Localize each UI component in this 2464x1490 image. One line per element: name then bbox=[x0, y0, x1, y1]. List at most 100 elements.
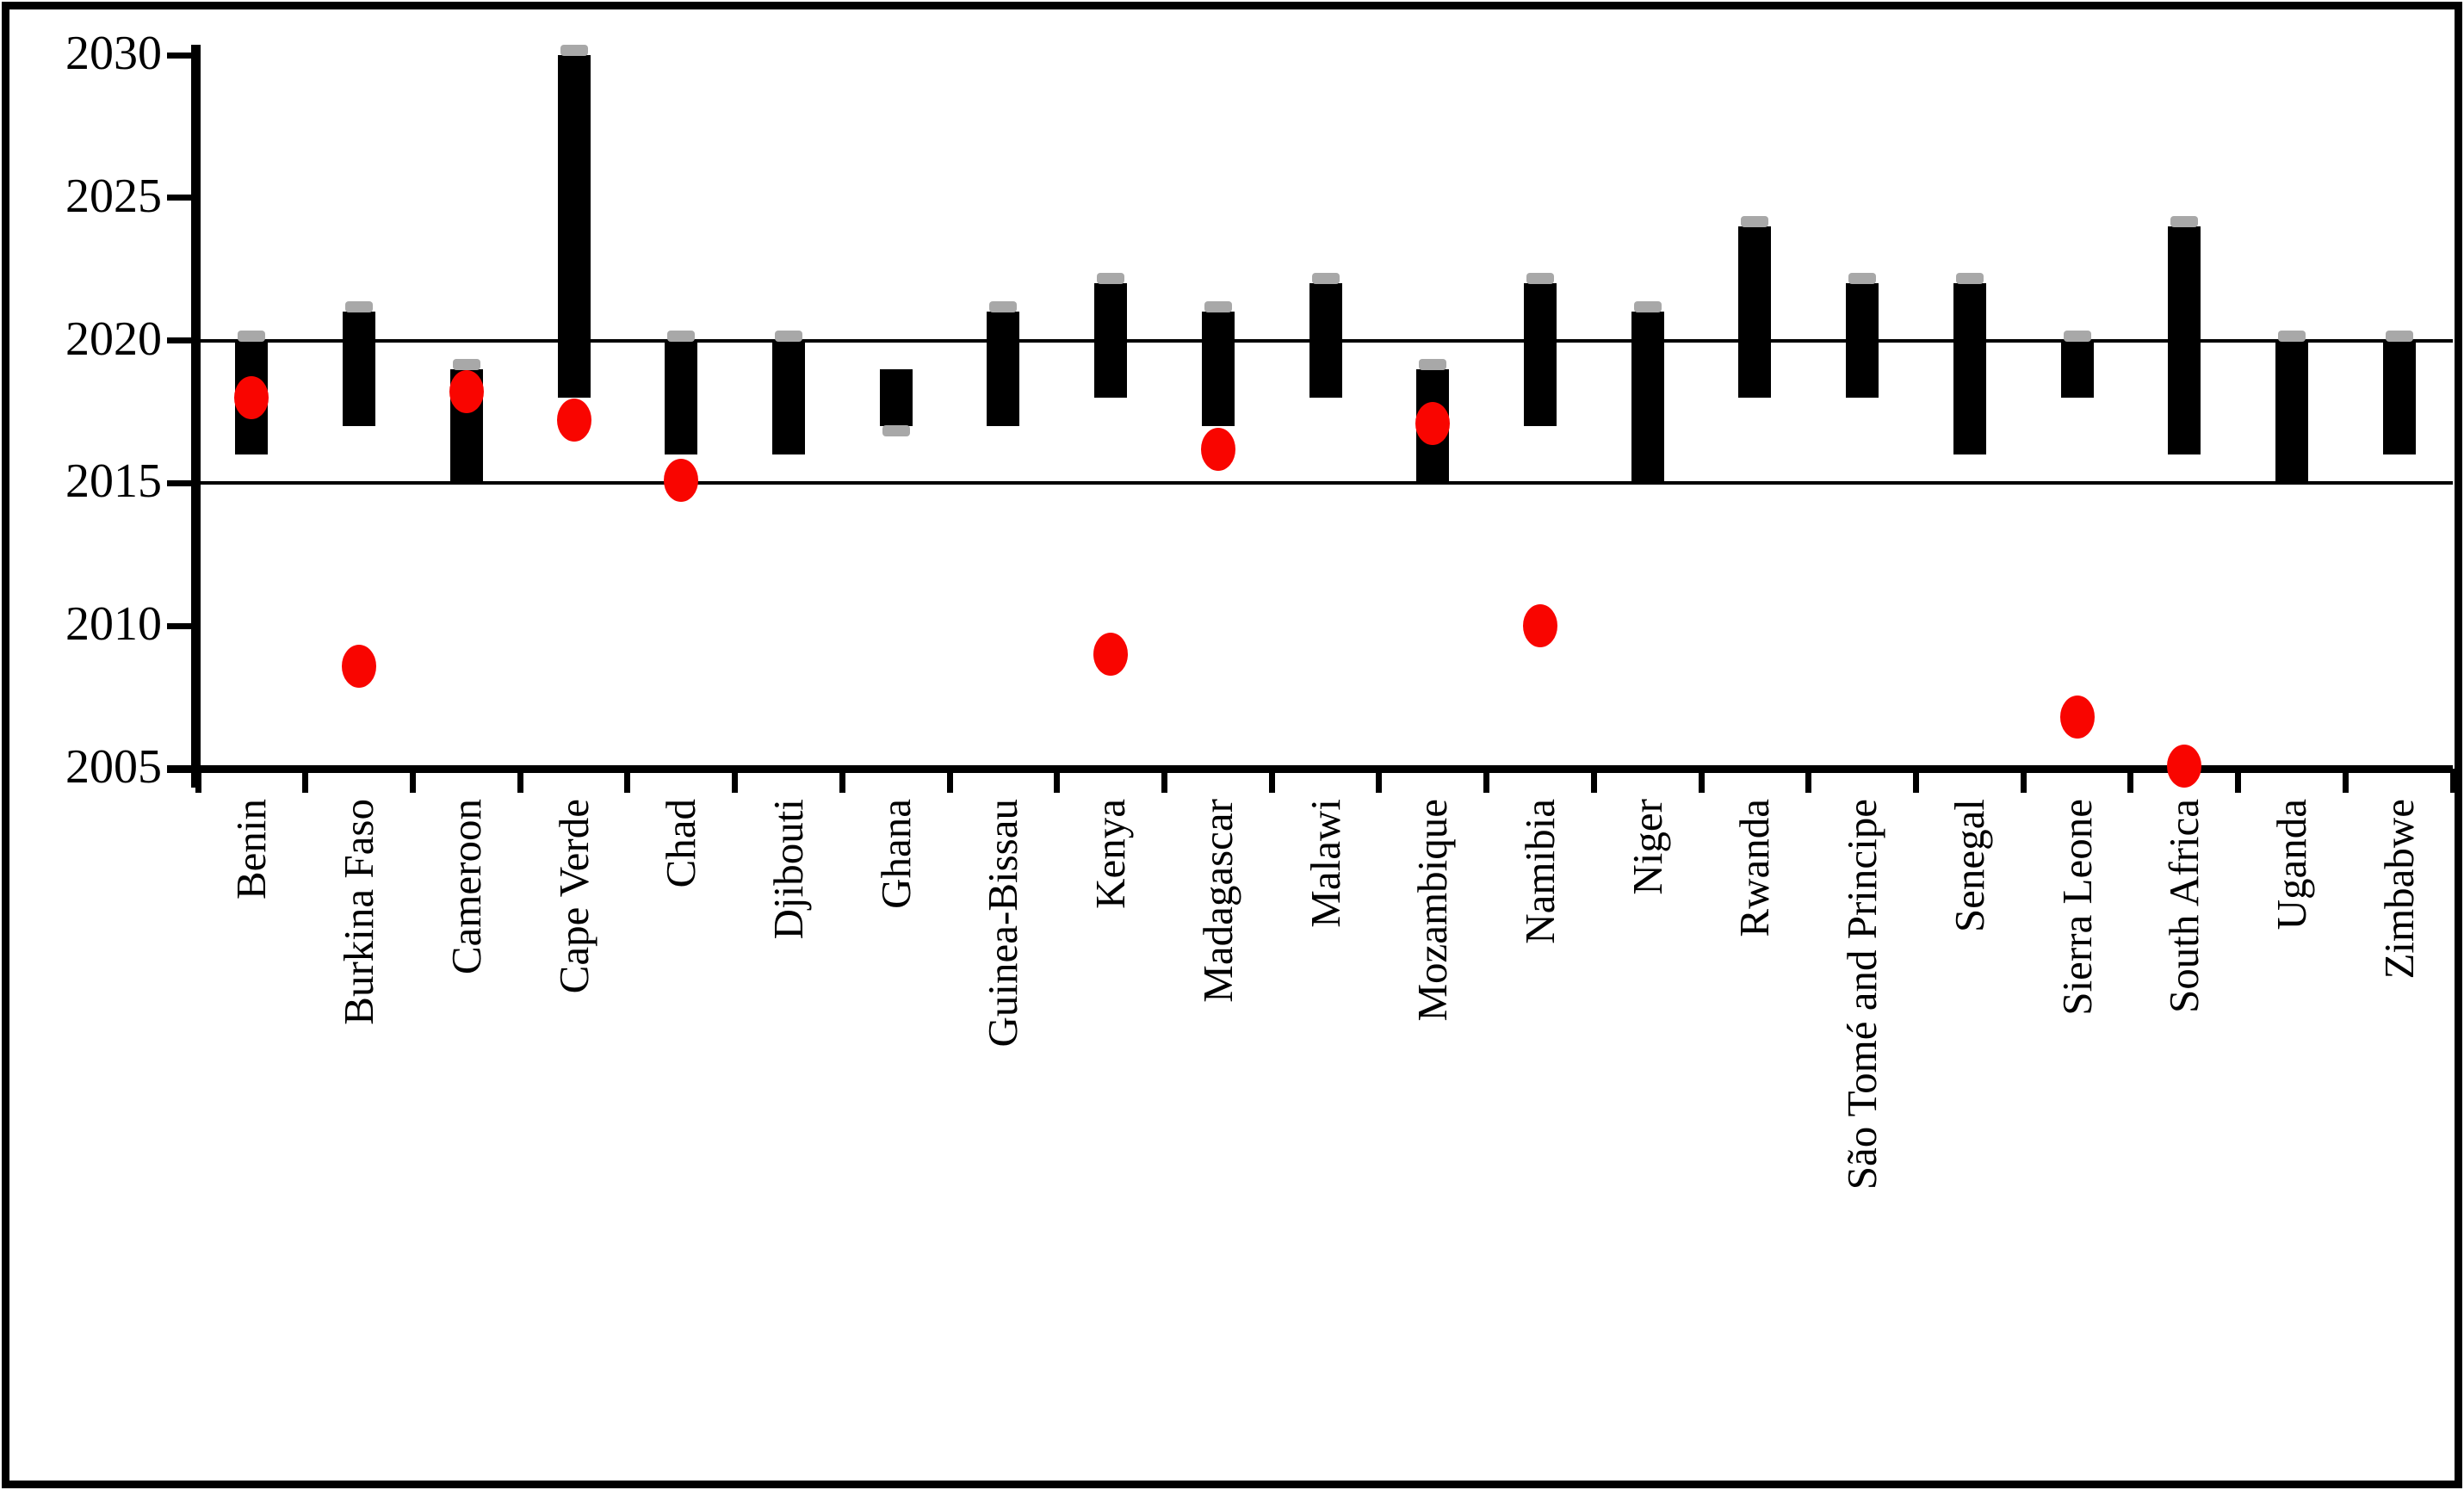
gray-cap-marker bbox=[2385, 330, 2413, 342]
x-axis-label: Niger bbox=[1623, 799, 1671, 895]
red-dot-marker bbox=[449, 370, 484, 414]
x-axis-tick bbox=[1268, 769, 1275, 793]
range-bar bbox=[1094, 283, 1128, 398]
y-axis-tick-label: 2005 bbox=[65, 740, 162, 794]
range-bar bbox=[879, 368, 913, 427]
x-axis-tick bbox=[517, 769, 523, 793]
gray-cap-marker bbox=[560, 45, 588, 56]
x-axis-tick bbox=[839, 769, 845, 793]
x-axis-label: Zimbabwe bbox=[2374, 799, 2423, 980]
x-axis-label: Malawi bbox=[1301, 799, 1349, 928]
y-axis-tick-2020 bbox=[167, 337, 201, 344]
gray-cap-marker bbox=[2170, 215, 2199, 227]
x-axis-tick bbox=[1054, 769, 1061, 793]
range-bar bbox=[557, 55, 591, 398]
x-axis-label: Madagascar bbox=[1193, 799, 1241, 1003]
red-dot-marker bbox=[234, 375, 269, 419]
range-bar bbox=[2168, 226, 2201, 455]
x-axis-label: Rwanda bbox=[1730, 799, 1779, 937]
gray-cap-marker bbox=[774, 330, 802, 342]
gray-cap-marker bbox=[452, 358, 480, 370]
range-bar bbox=[771, 340, 805, 455]
x-axis-label: Djibouti bbox=[764, 799, 812, 940]
x-axis-tick bbox=[302, 769, 309, 793]
gray-cap-marker bbox=[1097, 273, 1125, 285]
x-axis-tick bbox=[1483, 769, 1490, 793]
y-axis-tick-label: 2015 bbox=[65, 454, 162, 509]
red-dot-marker bbox=[1200, 427, 1235, 471]
x-axis-line bbox=[167, 765, 2453, 773]
y-axis-line bbox=[191, 45, 201, 788]
x-axis-label: Ghana bbox=[871, 799, 919, 909]
x-axis-tick bbox=[2449, 769, 2456, 793]
gray-cap-marker bbox=[2277, 330, 2306, 342]
gray-cap-marker bbox=[882, 425, 910, 437]
x-axis-label: Kenya bbox=[1087, 799, 1135, 909]
x-axis-tick bbox=[624, 769, 631, 793]
range-bar bbox=[1523, 283, 1557, 427]
gray-cap-marker bbox=[1848, 273, 1877, 285]
x-axis-tick bbox=[195, 769, 201, 793]
range-bar bbox=[1201, 312, 1235, 427]
x-axis-label: Cameroon bbox=[442, 799, 490, 975]
gray-cap-marker bbox=[1311, 273, 1340, 285]
x-axis-tick bbox=[1376, 769, 1383, 793]
x-axis-label: São Tomé and Principe bbox=[1838, 799, 1886, 1190]
range-bar bbox=[1309, 283, 1342, 398]
x-axis-label: Benin bbox=[227, 799, 275, 900]
red-dot-marker bbox=[1093, 633, 1129, 677]
range-bar bbox=[665, 340, 698, 455]
x-axis-label: Cape Verde bbox=[549, 799, 597, 994]
x-axis-tick bbox=[2342, 769, 2349, 793]
red-dot-marker bbox=[664, 459, 699, 503]
range-bar bbox=[1846, 283, 1879, 398]
x-axis-label: Namibia bbox=[1515, 799, 1563, 944]
gray-cap-marker bbox=[989, 301, 1018, 313]
x-axis-tick bbox=[409, 769, 416, 793]
range-bar bbox=[987, 312, 1020, 427]
y-axis-tick-2015 bbox=[167, 479, 201, 486]
red-dot-marker bbox=[2167, 744, 2202, 788]
y-axis-tick-2025 bbox=[167, 195, 201, 201]
x-axis-tick bbox=[1161, 769, 1167, 793]
x-axis-label: South Africa bbox=[2160, 799, 2208, 1014]
y-axis-tick-label: 2025 bbox=[65, 169, 162, 223]
range-bar bbox=[1738, 226, 1772, 398]
gray-cap-marker bbox=[1633, 301, 1662, 313]
x-axis-label: Uganda bbox=[2267, 799, 2315, 930]
x-axis-label: Senegal bbox=[1945, 799, 1993, 933]
gray-cap-marker bbox=[1741, 215, 1769, 227]
x-axis-label: Chad bbox=[657, 799, 705, 888]
gray-cap-marker bbox=[1419, 358, 1447, 370]
x-axis-tick bbox=[1912, 769, 1919, 793]
x-axis-label: Guinea-Bissau bbox=[979, 799, 1027, 1048]
x-axis-tick bbox=[2127, 769, 2134, 793]
x-axis-tick bbox=[2235, 769, 2242, 793]
red-dot-marker bbox=[556, 399, 591, 442]
y-axis-tick-2030 bbox=[167, 52, 201, 59]
range-bar bbox=[1631, 312, 1664, 484]
x-axis-tick bbox=[732, 769, 739, 793]
x-axis-label: Mozambique bbox=[1408, 799, 1457, 1022]
x-axis-tick bbox=[1590, 769, 1597, 793]
gray-cap-marker bbox=[1204, 301, 1232, 313]
x-axis-tick bbox=[2020, 769, 2027, 793]
y-axis-tick-label: 2030 bbox=[65, 27, 162, 80]
range-bar bbox=[1953, 283, 1986, 455]
range-bar bbox=[343, 312, 376, 427]
x-axis-label: Sierra Leone bbox=[2052, 799, 2101, 1016]
gray-cap-marker bbox=[1526, 273, 1554, 285]
gridline-2015 bbox=[198, 481, 2453, 485]
gray-cap-marker bbox=[345, 301, 374, 313]
gray-cap-marker bbox=[238, 330, 266, 342]
gray-cap-marker bbox=[1955, 273, 1984, 285]
range-bar bbox=[2382, 340, 2416, 455]
x-axis-label: Burkina Faso bbox=[335, 799, 383, 1025]
x-axis-tick bbox=[946, 769, 953, 793]
red-dot-marker bbox=[1522, 604, 1557, 648]
range-bar bbox=[2060, 340, 2094, 398]
red-dot-marker bbox=[1415, 401, 1451, 445]
gray-cap-marker bbox=[667, 330, 696, 342]
